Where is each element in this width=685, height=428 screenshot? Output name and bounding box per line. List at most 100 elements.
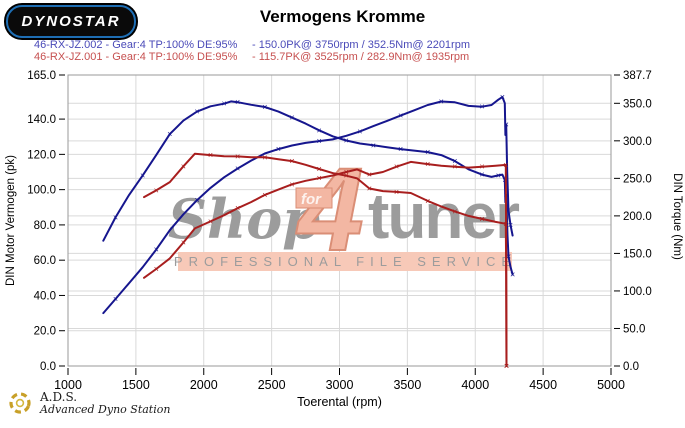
torque-curve-run-002-line	[102, 100, 514, 276]
watermark-shop: Shop	[168, 187, 320, 251]
power-curve-run-002-marker: ×	[317, 136, 322, 146]
torque-curve-run-001-marker: ×	[394, 187, 399, 197]
power-curve-run-002-marker: ×	[194, 195, 199, 205]
torque-curve-run-001-marker: ×	[154, 185, 159, 195]
x-tick-label: 4500	[529, 378, 557, 392]
y-left-tick-label: 0.0	[40, 361, 56, 373]
torque-curve-run-002-marker: ×	[371, 140, 376, 150]
y-right-tick-label: 150.0	[623, 248, 652, 260]
power-curve-run-002-marker: ×	[500, 92, 505, 102]
torque-curve-run-001-marker: ×	[317, 164, 322, 174]
y-right-tick-label: 50.0	[623, 323, 645, 335]
run-002-result: - 150.0PK@ 3750rpm / 352.5Nm@ 2201rpm	[252, 39, 470, 51]
torque-curve-run-001-marker: ×	[425, 196, 430, 206]
torque-curve-run-002-marker: ×	[262, 102, 267, 112]
plot-frame	[67, 74, 612, 367]
ads-name: Advanced Dyno Station	[40, 403, 171, 416]
x-axis-title: Toerental (rpm)	[297, 395, 382, 409]
torque-curve-run-002-marker: ×	[194, 107, 199, 117]
power-curve-run-001-marker: ×	[479, 162, 484, 172]
y-right-tick-label: 300.0	[623, 136, 652, 148]
y-left-tick-label: 80.0	[34, 220, 56, 232]
y-left-tick-label: 100.0	[27, 185, 56, 197]
torque-curve-run-002-marker: ×	[502, 175, 507, 185]
y-right-tick-label: 100.0	[623, 286, 652, 298]
torque-curve-run-001-marker: ×	[289, 156, 294, 166]
torque-curve-run-001-marker: ×	[208, 150, 213, 160]
torque-curve-run-002-marker: ×	[167, 129, 172, 139]
legend-row-run-002: 46-RX-JZ.002 - Gear:4 TP:100% DE:95% - 1…	[34, 39, 470, 52]
run-001-id: 46-RX-JZ.001 - Gear:4 TP:100% DE:95%	[34, 50, 238, 63]
x-tick-label: 5000	[597, 378, 625, 392]
run-legend: 46-RX-JZ.002 - Gear:4 TP:100% DE:95% - 1…	[34, 39, 470, 64]
y-left-tick-label: 165.0	[27, 70, 56, 82]
torque-curve-run-002: × × × × × × × × × × × × × × × × × × × ×	[102, 97, 515, 279]
dynostar-logo-text: DYNOSTAR	[21, 13, 121, 30]
torque-curve-run-002-marker: ×	[221, 99, 226, 109]
ads-abbr: A.D.S.	[40, 390, 78, 404]
torque-curve-run-001-line	[143, 152, 508, 367]
power-curve-run-001-marker: ×	[367, 170, 372, 180]
power-curve-run-001-marker: ×	[289, 179, 294, 189]
torque-curve-run-001: ××× × × ×××× ×××× ××	[143, 150, 509, 371]
power-curve-run-002-line	[102, 96, 514, 315]
torque-curve-run-001-marker: ×	[503, 219, 508, 229]
power-curve-run-001-marker: ×	[235, 203, 240, 213]
y-left-tick-label: 120.0	[27, 149, 56, 161]
watermark-for-box	[295, 187, 333, 209]
torque-curve-run-002-marker: ×	[235, 97, 240, 107]
x-tick-label: 1500	[122, 378, 150, 392]
y-right-tick-label: 387.7	[623, 70, 652, 82]
power-curve-run-001-marker: ×	[154, 264, 159, 274]
y-right-axis-title: DIN Torque (Nm)	[671, 173, 683, 260]
power-curve-run-002-marker: ×	[113, 294, 118, 304]
legend-row-run-001: 46-RX-JZ.001 - Gear:4 TP:100% DE:95% - 1…	[34, 50, 470, 64]
y-right-tick-label: 200.0	[623, 211, 652, 223]
y-right-tick-label: 350.0	[623, 98, 652, 110]
power-curve-run-001-marker: ×	[344, 167, 349, 177]
watermark-band-text: PROFESSIONAL FILE SERVICE	[174, 254, 516, 269]
torque-curve-run-001-marker: ×	[235, 151, 240, 161]
power-curve-run-001-marker: ×	[262, 190, 267, 200]
torque-curve-run-001-marker: ×	[479, 214, 484, 224]
power-curve-run-001-marker: ×	[317, 173, 322, 183]
power-curve-run-002-marker: ×	[357, 126, 362, 136]
torque-curve-run-001-marker: ×	[262, 152, 267, 162]
torque-curve-run-002-marker: ×	[510, 269, 515, 279]
dynostar-logo: DYNOSTAR	[6, 5, 136, 38]
ads-text: A.D.S. Advanced Dyno Station	[40, 391, 170, 416]
power-curve-run-002-marker: ×	[439, 96, 444, 106]
torque-curve-run-002-marker: ×	[140, 170, 145, 180]
power-curve-run-001-marker: ×	[452, 162, 457, 172]
x-tick-label: 3500	[393, 378, 421, 392]
y-left-tick-label: 140.0	[27, 114, 56, 126]
torque-curve-run-002-marker: ×	[289, 113, 294, 123]
torque-curve-run-002-marker: ×	[452, 156, 457, 166]
torque-curve-run-002-marker: ×	[317, 125, 322, 135]
watermark-band	[178, 252, 512, 271]
ads-logo-icon	[9, 392, 31, 414]
torque-curve-run-001-marker: ×	[504, 361, 509, 371]
x-tick-label: 2000	[190, 378, 218, 392]
power-curve-run-001-marker: ×	[181, 238, 186, 248]
y-left-tick-label: 40.0	[34, 290, 56, 302]
page-title: Vermogens Kromme	[259, 7, 426, 26]
torque-curve-run-002-marker: ×	[425, 147, 430, 157]
power-curve-run-001-marker: ×	[208, 216, 213, 226]
power-curve-run-002-marker: ×	[398, 111, 403, 121]
power-curve-run-001-marker: ×	[503, 160, 508, 170]
torque-curve-run-001-marker: ×	[344, 171, 349, 181]
torque-curve-run-002-marker: ×	[398, 144, 403, 154]
torque-curve-run-001-marker: ×	[367, 183, 372, 193]
torque-curve-run-001-marker: ×	[181, 161, 186, 171]
y-right-tick-label: 0.0	[623, 361, 639, 373]
x-tick-label: 2500	[258, 378, 286, 392]
power-curve-run-002-marker: ×	[479, 102, 484, 112]
run-002-id: 46-RX-JZ.002 - Gear:4 TP:100% DE:95%	[34, 39, 238, 51]
power-curve-run-002-marker: ×	[276, 144, 281, 154]
x-tick-label: 4000	[461, 378, 489, 392]
torque-curve-run-002-marker: ×	[113, 212, 118, 222]
